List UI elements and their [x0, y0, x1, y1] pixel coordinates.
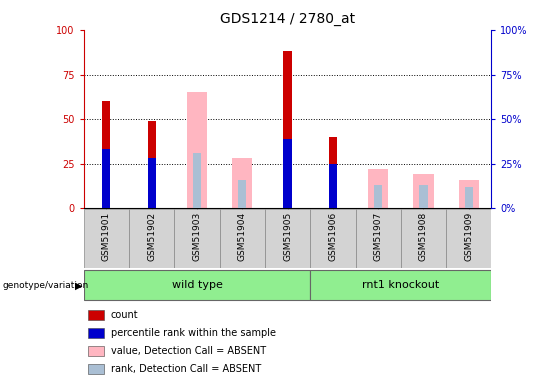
Bar	[420, 185, 428, 208]
Bar	[310, 209, 355, 268]
Bar	[84, 209, 129, 268]
Bar	[102, 149, 110, 208]
Text: GSM51907: GSM51907	[374, 212, 383, 261]
Bar	[129, 209, 174, 268]
Bar	[187, 92, 207, 208]
Bar	[232, 158, 252, 208]
Text: GSM51902: GSM51902	[147, 212, 156, 261]
Title: GDS1214 / 2780_at: GDS1214 / 2780_at	[220, 12, 355, 26]
Bar	[458, 180, 479, 208]
Text: rnt1 knockout: rnt1 knockout	[362, 280, 440, 290]
Text: genotype/variation: genotype/variation	[3, 281, 89, 290]
Bar	[220, 209, 265, 268]
Bar	[88, 346, 104, 356]
Bar	[446, 209, 491, 268]
Text: GSM51904: GSM51904	[238, 212, 247, 261]
Bar	[284, 51, 292, 208]
Text: value, Detection Call = ABSENT: value, Detection Call = ABSENT	[111, 346, 266, 356]
Text: GSM51906: GSM51906	[328, 212, 338, 261]
Bar	[413, 174, 434, 208]
Bar	[84, 270, 310, 300]
Text: wild type: wild type	[172, 280, 222, 290]
Bar	[368, 169, 388, 208]
Text: rank, Detection Call = ABSENT: rank, Detection Call = ABSENT	[111, 364, 261, 374]
Bar	[265, 209, 310, 268]
Bar	[88, 328, 104, 338]
Text: GSM51903: GSM51903	[192, 212, 201, 261]
Bar	[102, 101, 110, 208]
Bar	[310, 270, 491, 300]
Text: percentile rank within the sample: percentile rank within the sample	[111, 328, 276, 338]
Bar	[329, 164, 337, 208]
Bar	[329, 137, 337, 208]
Bar	[88, 364, 104, 374]
Text: GSM51908: GSM51908	[419, 212, 428, 261]
Bar	[193, 153, 201, 208]
Text: ▶: ▶	[75, 281, 82, 291]
Bar	[174, 209, 220, 268]
Bar	[374, 185, 382, 208]
Bar	[401, 209, 446, 268]
Bar	[147, 158, 156, 208]
Bar	[284, 139, 292, 208]
Bar	[147, 121, 156, 208]
Text: count: count	[111, 310, 139, 320]
Text: GSM51901: GSM51901	[102, 212, 111, 261]
Bar	[465, 187, 473, 208]
Text: GSM51905: GSM51905	[283, 212, 292, 261]
Bar	[355, 209, 401, 268]
Bar	[238, 180, 246, 208]
Text: GSM51909: GSM51909	[464, 212, 473, 261]
Bar	[88, 310, 104, 320]
